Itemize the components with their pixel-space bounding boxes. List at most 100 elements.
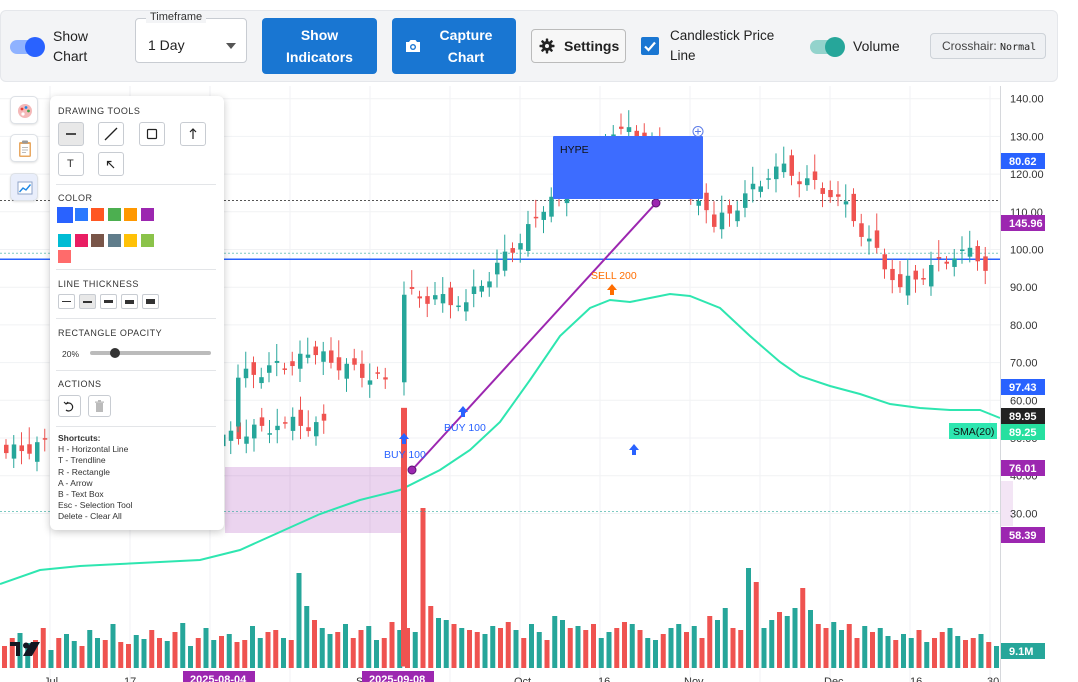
opacity-slider-thumb[interactable] xyxy=(110,348,120,358)
volume-bar xyxy=(288,640,294,668)
candle-body xyxy=(774,166,779,180)
volume-bar xyxy=(529,624,534,668)
volume-bar xyxy=(676,624,682,668)
trendline-handle[interactable] xyxy=(407,465,417,475)
candle-body xyxy=(758,186,763,192)
color-swatch[interactable] xyxy=(107,208,121,221)
trendline-handle[interactable] xyxy=(651,198,661,208)
text-box-tool[interactable]: T xyxy=(58,152,84,176)
rectangle-tool[interactable] xyxy=(139,122,165,146)
color-swatch[interactable] xyxy=(91,208,104,221)
undo-icon xyxy=(63,401,74,412)
clipboard-icon[interactable] xyxy=(10,134,38,162)
volume-bar xyxy=(924,642,930,668)
thickness-4-option[interactable] xyxy=(121,294,138,309)
y-axis-tick-label: 120.00 xyxy=(1010,169,1044,181)
color-swatch[interactable] xyxy=(124,234,137,247)
sma-label: SMA(20) xyxy=(953,426,994,438)
gear-icon xyxy=(539,38,555,54)
buy-marker-label: BUY 100 xyxy=(444,422,486,434)
separator xyxy=(56,426,216,427)
thickness-5-option[interactable] xyxy=(142,294,159,309)
volume-toggle[interactable] xyxy=(810,37,845,57)
color-swatch[interactable] xyxy=(58,250,71,263)
horizontal-line-tool[interactable] xyxy=(58,122,84,146)
candle-body xyxy=(298,353,303,369)
thickness-1-option[interactable] xyxy=(58,294,75,309)
price-badge-label: 9.1M xyxy=(1009,646,1033,658)
volume-spike-bar xyxy=(401,407,407,667)
candle-body xyxy=(898,274,903,288)
candle-body xyxy=(479,285,484,292)
capture-chart-button[interactable]: Capture Chart xyxy=(392,18,516,74)
volume-bar xyxy=(273,630,279,668)
volume-bar xyxy=(141,639,147,668)
line-thickness-title: LINE THICKNESS xyxy=(58,279,139,289)
color-swatch[interactable] xyxy=(74,234,88,247)
trendline-drawing[interactable] xyxy=(411,202,657,471)
candle-body xyxy=(425,296,430,304)
price-badge xyxy=(1001,643,1045,659)
selection-tool[interactable] xyxy=(98,152,124,176)
candle-body xyxy=(329,350,334,363)
opacity-slider[interactable] xyxy=(90,348,211,358)
trendline-tool[interactable] xyxy=(98,122,124,146)
thickness-3-option[interactable] xyxy=(100,294,117,309)
volume-bar xyxy=(606,632,612,668)
volume-bar xyxy=(436,618,441,668)
volume-bar xyxy=(862,626,868,668)
color-swatch[interactable] xyxy=(57,207,73,223)
color-swatch[interactable] xyxy=(140,234,154,247)
consolidation-rectangle[interactable] xyxy=(225,467,404,533)
candlestick-price-line-checkbox[interactable] xyxy=(641,37,659,55)
color-swatch[interactable] xyxy=(91,234,104,247)
volume-bar xyxy=(885,636,891,668)
candle-body xyxy=(820,188,825,194)
settings-label: Settings xyxy=(564,38,620,54)
hype-text-label: HYPE xyxy=(560,144,589,156)
volume-bar xyxy=(219,636,224,668)
x-axis-label: 16 xyxy=(598,676,610,682)
separator xyxy=(56,370,216,371)
volume-bar xyxy=(932,638,937,668)
color-swatch[interactable] xyxy=(74,208,88,221)
volume-bar xyxy=(668,628,674,668)
volume-bar xyxy=(335,632,341,668)
undo-button[interactable] xyxy=(58,395,81,417)
volume-bar xyxy=(955,636,961,668)
timeframe-select[interactable]: Timeframe 1 Day xyxy=(135,11,247,63)
y-axis-tick-label: 130.00 xyxy=(1010,131,1044,143)
palette-icon[interactable] xyxy=(10,96,38,124)
hype-text-box[interactable] xyxy=(553,136,703,199)
clear-all-button[interactable] xyxy=(88,395,111,417)
chart-trend-icon[interactable] xyxy=(10,173,38,201)
candle-body xyxy=(440,294,446,304)
arrow-tool[interactable] xyxy=(180,122,206,146)
volume-bar xyxy=(567,628,573,668)
candle-body xyxy=(314,422,319,437)
volume-bar xyxy=(730,628,736,668)
candle-body xyxy=(735,210,740,222)
candle-body xyxy=(236,422,241,439)
candle-body xyxy=(913,270,918,280)
crosshair-mode-button[interactable]: Crosshair: Normal xyxy=(930,33,1046,59)
color-swatch[interactable] xyxy=(140,208,154,221)
volume-bar xyxy=(467,630,472,668)
volume-bar xyxy=(71,641,77,668)
color-swatch[interactable] xyxy=(124,208,137,221)
volume-bar xyxy=(660,634,666,668)
color-swatch[interactable] xyxy=(58,234,71,247)
candle-body xyxy=(290,361,295,367)
thickness-2-option[interactable] xyxy=(79,294,96,309)
settings-button[interactable]: Settings xyxy=(531,29,626,63)
volume-bar xyxy=(102,640,108,668)
volume-bar xyxy=(296,573,302,668)
color-swatch[interactable] xyxy=(107,234,121,247)
volume-bar xyxy=(901,634,906,668)
candle-body xyxy=(859,223,864,237)
show-chart-toggle[interactable] xyxy=(10,37,45,57)
show-indicators-button[interactable]: Show Indicators xyxy=(262,18,377,74)
price-badge xyxy=(1001,215,1045,231)
